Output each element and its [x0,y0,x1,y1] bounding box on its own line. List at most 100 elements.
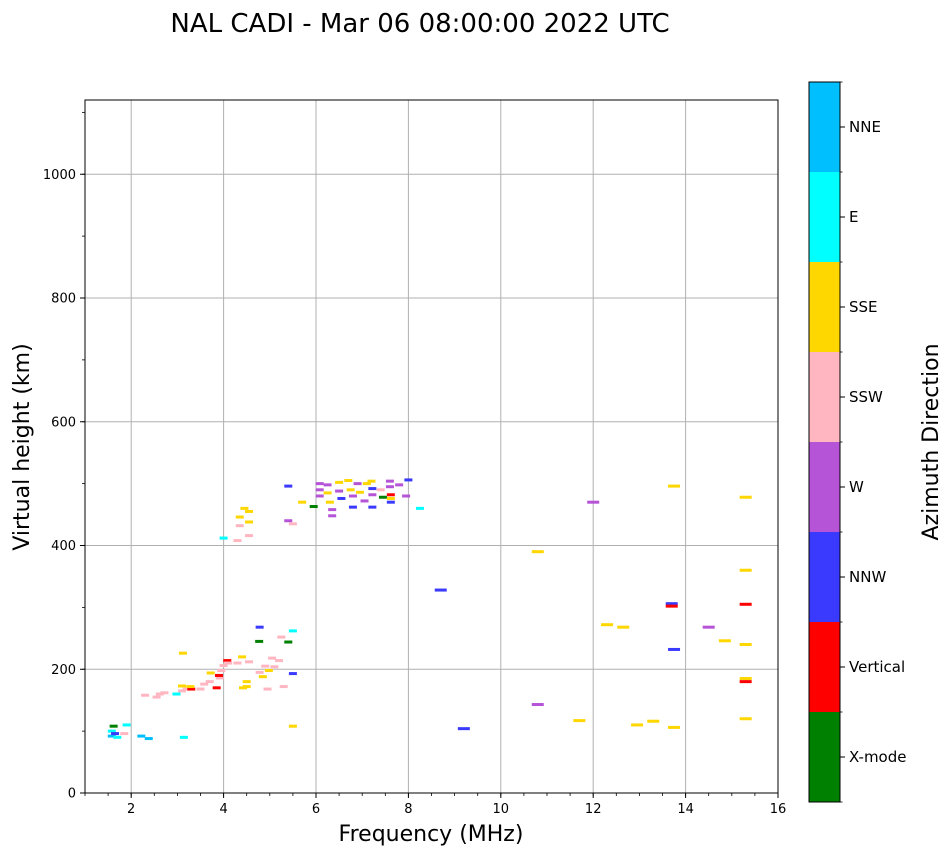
echo-point [647,719,660,723]
echo-point [601,623,614,627]
x-axis: 2 4 6 8 10 12 14 16 [84,793,787,817]
x-tick-label: 6 [312,802,320,817]
echo-point [245,660,254,664]
echo-point [337,496,346,500]
echo-point [113,735,122,739]
echo-point [242,680,251,684]
echo-point [245,534,254,538]
echo-point [179,735,188,739]
echo-point [144,737,153,741]
echo-point [109,724,118,728]
azimuth-colorbar: X-mode Vertical NNW W SSW SSE E NNE [808,81,906,803]
echo-point [315,482,324,486]
colorbar-label: Azimuth Direction [919,343,944,540]
echo-point [415,506,424,510]
echo-point [224,661,233,665]
echo-point [328,508,337,512]
echo-point [160,691,169,695]
colorbar-segment [809,172,840,262]
echo-point [137,734,146,738]
echo-point [238,655,247,659]
echo-point [323,483,332,487]
y-axis: 0 200 400 600 800 1000 [43,111,85,802]
echo-point [284,519,293,523]
echo-point [107,734,116,738]
echo-point [233,661,242,665]
colorbar-tick-label: NNE [849,118,881,136]
echo-point [739,677,752,681]
y-tick-label: 0 [68,787,76,802]
echo-point [178,689,187,693]
echo-point [200,682,209,686]
echo-point [172,692,181,696]
echo-point [155,692,164,696]
echo-point [702,625,715,629]
colorbar-tick-label: SSE [849,298,878,316]
colorbar-tick-label: NNW [849,568,886,586]
echo-point [122,723,131,727]
echo-point [205,680,214,684]
echo-point [235,524,244,528]
colorbar-tick-label: SSW [849,388,883,406]
echo-point [531,703,544,707]
echo-point [240,506,249,510]
echo-point [214,673,223,677]
echo-point [739,643,752,646]
echo-point [328,514,337,518]
echo-point [239,686,248,690]
echo-point [111,732,120,736]
echo-point [355,490,364,494]
echo-point [284,640,293,644]
echo-point [315,488,324,492]
colorbar-segment [809,352,840,442]
echo-point [631,723,644,727]
colorbar-tick-label: E [849,208,858,226]
echo-point [182,687,191,691]
echo-point [739,717,752,721]
echo-point [212,686,221,690]
y-tick-label: 600 [51,415,76,430]
colorbar-tick-label: X-mode [849,748,906,766]
echo-point [386,493,395,497]
colorbar-segment [809,442,840,532]
echo-point [270,665,279,669]
echo-point [360,499,369,503]
echo-point [255,639,264,643]
echo-point [255,625,264,629]
echo-point [385,485,394,489]
echo-points [107,478,752,741]
echo-point [587,500,600,504]
echo-point [233,539,242,543]
echo-point [277,635,286,639]
echo-point [739,680,752,684]
echo-point [235,515,244,519]
colorbar-segment [809,712,840,802]
echo-point [402,494,411,498]
echo-point [457,727,470,731]
echo-point [668,647,681,651]
echo-point [152,695,161,699]
colorbar-segment [809,622,840,712]
x-tick-label: 8 [404,802,412,817]
echo-point [315,494,324,498]
colorbar-segment [809,82,840,172]
x-tick-label: 16 [770,802,787,817]
echo-point [187,687,196,691]
echo-point [217,668,226,672]
echo-point [219,664,228,668]
echo-point [120,732,129,736]
echo-point [404,478,413,482]
echo-point [668,484,681,488]
echo-point [245,520,254,524]
x-tick-label: 2 [127,802,135,817]
x-axis-label: Frequency (MHz) [339,822,524,847]
echo-point [323,491,332,495]
echo-point [346,488,355,492]
echo-point [378,495,387,499]
echo-point [617,625,630,629]
echo-point [362,482,371,486]
echo-point [739,602,752,606]
grid-lines [85,100,778,793]
echo-point [668,725,681,729]
echo-point [288,724,297,728]
